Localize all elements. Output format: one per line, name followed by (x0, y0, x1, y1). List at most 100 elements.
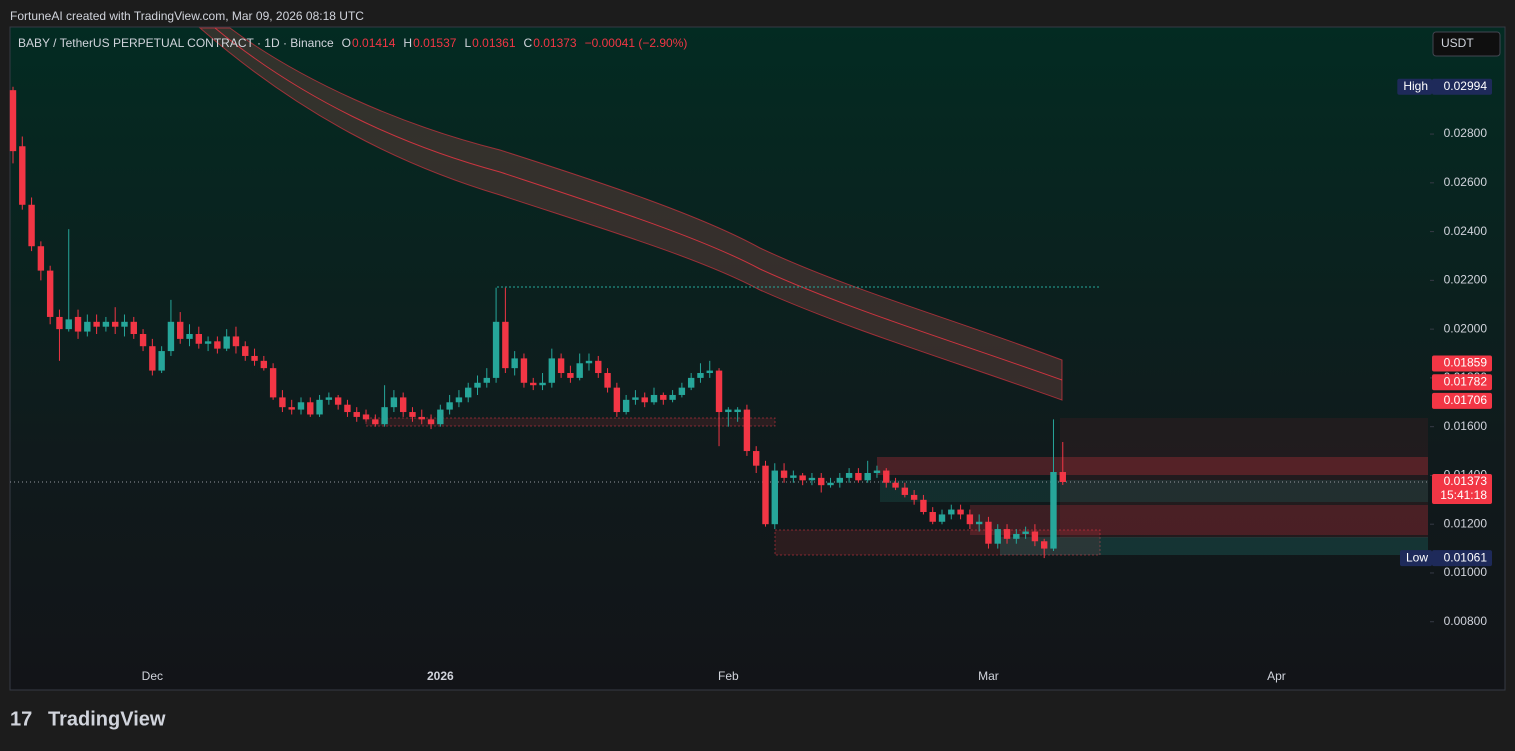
candle-body (381, 407, 388, 425)
candle-body (641, 397, 648, 403)
candle-body (948, 509, 955, 515)
candle-body (530, 382, 537, 386)
candle-body (353, 412, 360, 417)
ohlc-value: 0.01361 (472, 36, 516, 50)
candle-body (567, 373, 574, 378)
candle-body (762, 465, 769, 525)
candle-body (279, 397, 286, 408)
ribbon-label-box (1432, 374, 1492, 391)
candle-body (743, 409, 751, 452)
candle-body (585, 360, 593, 364)
candle-body (93, 321, 100, 327)
currency-box[interactable] (1432, 31, 1501, 57)
candle-body (929, 512, 936, 522)
candle-body (362, 414, 370, 420)
candle-body (56, 316, 63, 330)
countdown: 15:41:18 (1440, 488, 1487, 502)
candle-body (892, 482, 899, 488)
price-box (1432, 474, 1492, 505)
ribbon (198, 27, 1063, 401)
candle-body (1050, 472, 1057, 549)
candle-body (409, 412, 416, 417)
candle-body (130, 321, 137, 335)
zone (365, 417, 776, 427)
candle-body (855, 472, 862, 481)
candle-body (864, 472, 871, 481)
candle-body (288, 407, 295, 410)
candle-body (111, 321, 119, 327)
candle-body (307, 402, 314, 415)
candle-body (753, 451, 760, 466)
candle-body (957, 509, 964, 515)
candle-body (399, 397, 407, 413)
candle-body (177, 321, 184, 339)
candle-body (427, 419, 435, 425)
y-tick-label: 0.02600 (1444, 175, 1488, 189)
candle-body (102, 321, 110, 327)
candle-body (771, 470, 778, 525)
candle-body (269, 368, 277, 398)
ribbon-label-box (1432, 392, 1492, 409)
y-tick-label: 0.00800 (1444, 614, 1488, 628)
candle-body (715, 370, 723, 413)
zone (880, 480, 1428, 502)
candle-body (780, 470, 788, 478)
candle-body (232, 336, 240, 347)
price-label: 0.01373 (1444, 474, 1488, 488)
candle-body (121, 321, 128, 327)
candle-body (325, 397, 333, 400)
candle-body (492, 321, 500, 378)
candle-body (390, 397, 398, 408)
candle-body (604, 373, 611, 388)
candle-body (186, 334, 193, 339)
candle-body (446, 402, 453, 410)
candle-body (158, 351, 165, 371)
candle-body (901, 487, 909, 495)
candle-body (372, 419, 379, 425)
candle-body (808, 477, 816, 481)
candle-body (167, 321, 175, 352)
candle-body (687, 377, 695, 388)
ohlc-value: 0.01414 (352, 36, 396, 50)
candle-body (260, 360, 268, 369)
currency[interactable]: USDT (1441, 36, 1474, 50)
candle-body (548, 358, 556, 383)
candle-body (483, 377, 490, 383)
candle-body (910, 494, 918, 500)
candle-body (1022, 531, 1029, 534)
candle-body (632, 397, 639, 400)
low-label-caption: Low (1406, 550, 1428, 564)
candle-body (734, 409, 741, 413)
candle-body (790, 475, 797, 478)
low-label-caption-box (1399, 550, 1432, 567)
candle-body (37, 246, 45, 271)
candle-body (595, 360, 602, 374)
plot-area (9, 26, 1506, 691)
candle-body (660, 394, 667, 400)
ohlc-value: 0.01537 (413, 36, 457, 50)
low-label-box (1432, 550, 1492, 567)
candle-body (1059, 472, 1066, 483)
ribbon-label: 0.01706 (1444, 393, 1488, 407)
candle-body (474, 382, 481, 388)
candle-body (65, 319, 72, 330)
candle-body (242, 346, 249, 356)
y-tick-label: 0.01200 (1444, 516, 1488, 530)
ohlc-key: L (464, 36, 471, 50)
candle-body (799, 475, 806, 481)
candle-body (920, 499, 927, 513)
candle-body (214, 341, 221, 349)
candle-body (418, 416, 425, 420)
candle-body (1031, 531, 1039, 542)
y-tick-label: 0.02400 (1444, 224, 1488, 238)
candle-body (938, 514, 946, 522)
logo: TradingView (48, 708, 166, 730)
candle-body (511, 358, 518, 369)
candle-body (697, 373, 704, 378)
candle-body (1013, 533, 1020, 539)
y-tick-label: 0.02800 (1444, 126, 1488, 140)
x-tick-label: Dec (142, 669, 163, 683)
zone (1060, 418, 1428, 538)
high-label-caption-box (1397, 78, 1432, 95)
